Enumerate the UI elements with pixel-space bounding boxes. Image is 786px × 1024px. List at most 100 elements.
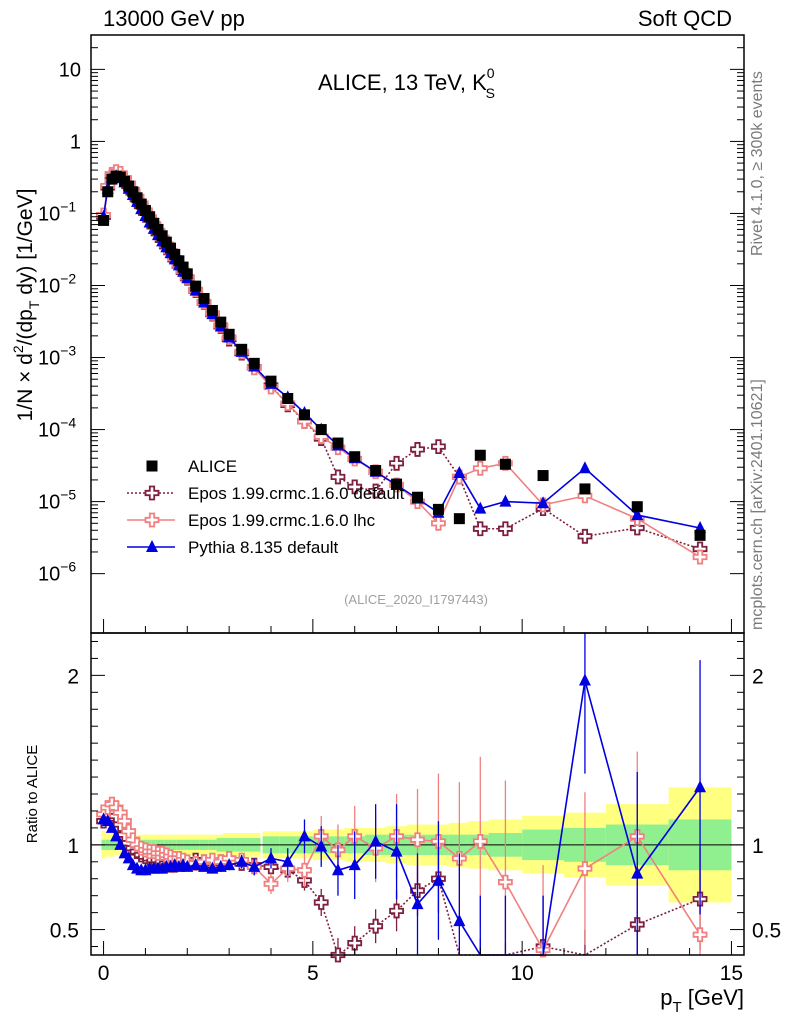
pythia-8-135-default-ratio-point	[122, 851, 135, 864]
alice-point	[139, 204, 151, 216]
pythia-8-135-default-ratio-point	[694, 780, 707, 793]
epos-1-99-crmc-1-6-0-default-point	[472, 521, 488, 537]
pythia-8-135-default-ratio-point	[369, 834, 382, 847]
pythia-8-135-default-ratio-point	[281, 854, 294, 867]
y-tick-label: 10−4	[38, 415, 76, 442]
ratio-tick-label-right: 0.5	[752, 920, 781, 943]
pythia-8-135-default-ratio-point	[248, 859, 261, 872]
pythia-8-135-default-ratio-point	[110, 829, 123, 842]
epos-1-99-crmc-1-6-0-lhc-ratio-point	[692, 927, 708, 943]
alice-point	[298, 409, 310, 421]
epos-1-99-crmc-1-6-0-default-point	[498, 521, 513, 537]
pythia-8-135-default-ratio-point	[181, 859, 194, 872]
epos-1-99-crmc-1-6-0-default-point	[577, 528, 593, 544]
alice-point	[579, 483, 591, 495]
epos-1-99-crmc-1-6-0-default-point	[347, 479, 363, 495]
alice-point	[349, 451, 361, 463]
pythia-8-135-default-ratio-point	[411, 897, 424, 910]
epos-1-99-crmc-1-6-0-default-ratio-point	[347, 935, 363, 951]
alice-point	[432, 503, 444, 515]
alice-point	[453, 513, 465, 525]
alice-point	[165, 242, 177, 254]
epos-1-99-crmc-1-6-0-default-ratio-point	[313, 895, 329, 910]
alice-point	[236, 343, 248, 355]
x-axis-label: pT [GeV]	[660, 985, 744, 1016]
alice-point	[135, 198, 147, 210]
epos-1-99-crmc-1-6-0-lhc-point	[692, 549, 708, 565]
epos-1-99-crmc-1-6-0-default-point	[410, 442, 425, 457]
legend-label-pythia-8-135-default: Pythia 8.135 default	[188, 538, 339, 557]
legend-label-alice: ALICE	[188, 457, 237, 476]
alice-point	[169, 248, 181, 260]
alice-point	[332, 437, 344, 449]
pythia-8-135-default-ratio-point	[264, 851, 277, 864]
ratio-y-axis-label: Ratio to ALICE	[24, 745, 41, 843]
epos-1-99-crmc-1-6-0-default-point	[330, 469, 346, 485]
alice-point	[499, 458, 511, 470]
alice-point	[181, 268, 193, 280]
pythia-8-135-default-ratio-series	[97, 633, 707, 956]
alice-point	[177, 261, 189, 273]
pythia-8-135-default-point	[499, 494, 512, 507]
alice-point	[631, 501, 643, 513]
y-tick-label: 10−5	[38, 487, 76, 514]
epos-1-99-crmc-1-6-0-lhc-ratio-point	[472, 834, 488, 849]
alice-point	[282, 392, 294, 404]
alice-data-points	[98, 170, 706, 541]
alice-point	[215, 316, 227, 328]
epos-1-99-crmc-1-6-0-default-ratio-point	[368, 918, 384, 934]
legend-marker-alice	[146, 460, 158, 472]
pythia-8-135-default-ratio-point	[315, 839, 328, 852]
epos-1-99-crmc-1-6-0-default-point	[431, 439, 446, 455]
pythia-8-135-default-point	[453, 465, 466, 478]
pythia-8-135-default-ratio-point	[631, 866, 644, 879]
pythia-8-135-default-point	[578, 461, 591, 474]
alice-point	[474, 449, 486, 461]
x-tick-label: 15	[720, 962, 743, 985]
analysis-tag: (ALICE_2020_I1797443)	[344, 592, 488, 607]
legend-label-epos-1-99-crmc-1-6-0-default: Epos 1.99.crmc.1.6.0 default	[188, 484, 405, 503]
alice-point	[537, 470, 549, 482]
header-left: 13000 GeV pp	[103, 6, 245, 31]
epos-1-99-crmc-1-6-0-default-point	[368, 483, 384, 499]
pythia-8-135-default-ratio-point	[214, 859, 227, 872]
y-tick-label: 1	[70, 131, 81, 153]
header-right: Soft QCD	[637, 6, 732, 31]
pythia-8-135-default-ratio-point	[298, 829, 311, 842]
y-axis-label: 1/N × d2/(dpT dy) [1/GeV]	[10, 189, 42, 422]
pythia-8-135-default-ratio-point	[223, 858, 236, 871]
epos-1-99-crmc-1-6-0-lhc-ratio-point	[498, 874, 513, 890]
pythia-8-135-default-ratio-point	[105, 820, 118, 833]
x-tick-label: 10	[510, 962, 533, 985]
pythia-8-135-default-point	[537, 496, 550, 509]
y-tick-label: 10−1	[38, 198, 76, 225]
alice-point	[370, 465, 382, 477]
ratio-tick-label: 0.5	[50, 920, 79, 943]
epos-1-99-crmc-1-6-0-lhc-ratio-point	[263, 876, 279, 892]
alice-point	[102, 186, 114, 198]
legend: ALICE Epos 1.99.crmc.1.6.0 default Epos 1.…	[127, 457, 405, 557]
pythia-8-135-default-ratio-point	[453, 914, 466, 927]
epos-1-99-crmc-1-6-0-lhc-ratio-point	[297, 862, 312, 878]
pythia-8-135-default-point	[474, 501, 487, 514]
legend-marker-epos-1-99-crmc-1-6-0-lhc	[144, 512, 160, 528]
alice-point	[248, 357, 260, 369]
epos-1-99-crmc-1-6-0-default-ratio-point	[389, 903, 404, 919]
alice-point	[148, 217, 160, 229]
legend-label-epos-1-99-crmc-1-6-0-lhc: Epos 1.99.crmc.1.6.0 lhc	[188, 511, 376, 530]
pythia-8-135-default-point	[631, 508, 644, 521]
alice-point	[694, 529, 706, 541]
pythia-8-135-default-ratio-point	[198, 859, 211, 872]
alice-point	[98, 214, 110, 226]
epos-1-99-crmc-1-6-0-lhc-ratio-point	[410, 832, 425, 848]
x-tick-label: 5	[307, 962, 319, 985]
alice-point	[144, 211, 156, 223]
alice-point	[391, 478, 403, 490]
alice-point	[198, 292, 210, 304]
pythia-8-135-default-ratio-point	[578, 673, 591, 686]
alice-point	[127, 186, 139, 198]
alice-point	[412, 491, 423, 503]
epos-1-99-crmc-1-6-0-lhc-point	[472, 460, 488, 476]
alice-point	[265, 375, 277, 387]
